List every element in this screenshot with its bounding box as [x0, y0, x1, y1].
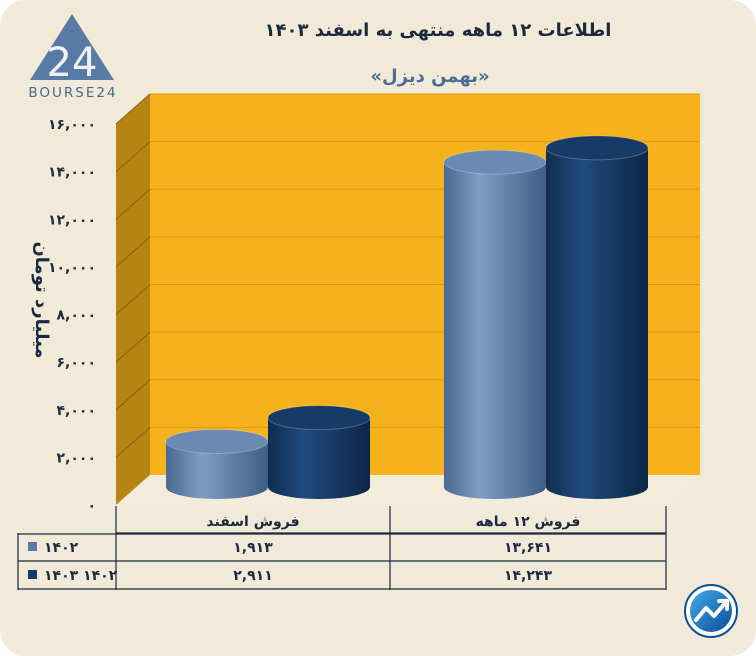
- y-tick-label: ۱۴,۰۰۰: [48, 165, 96, 181]
- y-tick-label: ۱۲,۰۰۰: [48, 212, 96, 228]
- grid-line-side: [115, 188, 151, 220]
- grid-line-side: [115, 284, 151, 315]
- logo-triangle: [30, 14, 114, 80]
- bar-cylinder: [165, 428, 269, 499]
- bar-top: [545, 135, 649, 161]
- bar-body: [546, 147, 648, 499]
- grid-line-side: [115, 236, 151, 268]
- table-cell-1402-esfand: ۱,۹۱۳: [233, 540, 273, 556]
- bar-cylinder: [443, 149, 547, 499]
- bar-body: [444, 162, 546, 499]
- chart-subtitle: «بهمن دیزل»: [370, 66, 489, 87]
- bar-top: [443, 149, 547, 175]
- bar-top: [165, 428, 269, 454]
- logo-text: BOURSE24: [28, 85, 117, 101]
- y-tick-label: ۴,۰۰۰: [57, 403, 97, 419]
- table-cell-1403-esfand: ۲,۹۱۱: [233, 568, 273, 584]
- bars: [165, 135, 649, 499]
- bar-cylinder: [267, 405, 371, 499]
- bar-body: [166, 441, 268, 499]
- table-cell-1403-12-month: ۱۴,۲۴۳: [504, 568, 552, 584]
- grid-line-side: [115, 427, 151, 458]
- legend-swatch-1402: [28, 542, 37, 551]
- bourse24-logo[interactable]: 24 BOURSE24: [28, 14, 117, 101]
- grid-line-side: [115, 379, 151, 411]
- y-tick-label: ۱۰,۰۰۰: [48, 260, 96, 276]
- table-header-esfand: فروش اسفند: [206, 514, 299, 530]
- bar-body: [268, 417, 370, 499]
- y-tick-label: ۲,۰۰۰: [57, 450, 97, 466]
- logo-mark: 24: [47, 40, 98, 86]
- trend-badge-icon[interactable]: [684, 584, 738, 638]
- y-tick-label: ۸,۰۰۰: [57, 308, 97, 324]
- legend-swatch-1403: [28, 570, 37, 579]
- bar-top: [267, 405, 371, 431]
- table-cell-1402-12-month: ۱۳,۶۴۱: [504, 540, 552, 556]
- legend-label-1403: ۱۴۰۳ ۱۴۰۲: [44, 568, 118, 584]
- y-tick-label: ۰: [87, 498, 96, 514]
- table-header-12-month: فروش ۱۲ ماهه: [476, 514, 581, 530]
- data-table: فروش اسفند فروش ۱۲ ماهه ۱۴۰۲ ۱۴۰۳ ۱۴۰۲ ۱…: [17, 506, 667, 590]
- y-tick-label: ۱۶,۰۰۰: [48, 117, 96, 133]
- y-axis-ticks: ۰ ۲,۰۰۰ ۴,۰۰۰ ۶,۰۰۰ ۸,۰۰۰ ۱۰,۰۰۰ ۱۲,۰۰۰ ۱۴,۰۰۰ ۱…: [48, 117, 96, 514]
- grid-line-side: [115, 93, 151, 125]
- grid-line-side: [115, 141, 151, 172]
- y-axis-label: میلیارد تومان: [31, 241, 52, 358]
- y-tick-label: ۶,۰۰۰: [57, 355, 97, 371]
- grid-line-side: [115, 331, 151, 363]
- chart-title: اطلاعات ۱۲ ماهه منتهی به اسفند ۱۴۰۳: [265, 20, 612, 41]
- legend-label-1402: ۱۴۰۲: [44, 540, 79, 556]
- bar-cylinder: [545, 135, 649, 499]
